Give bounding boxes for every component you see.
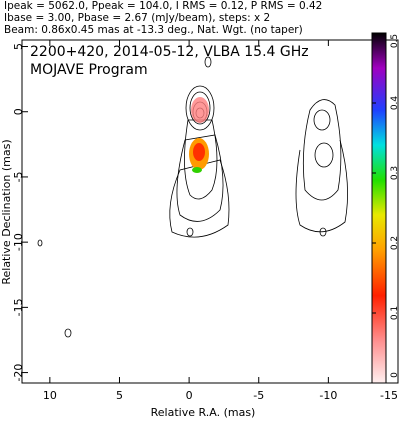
x-tick-label: -15 [380,389,398,402]
colorbar-tick-label: 0.1 [390,306,400,320]
y-axis-label: Relative Declination (mas) [0,139,13,284]
colorbar-tick-label: 0 [390,372,400,378]
y-tick-label: 5 [12,43,25,50]
x-tick-label: 5 [116,389,123,402]
y-tick-label: -15 [12,298,25,316]
header-line: Ibase = 3.00, Pbase = 2.67 (mJy/beam), s… [4,12,270,24]
x-tick-label: 10 [43,389,57,402]
header-line: Beam: 0.86x0.45 mas at -13.3 deg., Nat. … [4,24,303,36]
colorbar-tick-label: 0.5 [390,34,400,48]
plot-frame [21,39,399,384]
header-line: Ipeak = 5062.0, Ppeak = 104.0, I RMS = 0… [4,0,322,12]
colorbar-tick-label: 0.4 [390,96,400,111]
jet-color [189,97,209,173]
chart-subtitle: MOJAVE Program [30,62,148,78]
colorbar-tick-label: 0.2 [390,236,400,250]
chart-title: 2200+420, 2014-05-12, VLBA 15.4 GHz [30,44,309,60]
colorbar-tick-label: 0.3 [390,166,400,180]
colorbar [371,32,387,384]
contours [37,56,348,338]
x-tick-label: -5 [253,389,264,402]
y-tick-label: -20 [12,364,25,382]
y-tick-label: 0 [12,108,25,115]
x-axis-label: Relative R.A. (mas) [151,406,256,419]
x-tick-label: -10 [319,389,337,402]
y-tick-label: -5 [12,171,25,182]
y-tick-label: -10 [12,233,25,251]
x-tick-label: 0 [186,389,193,402]
